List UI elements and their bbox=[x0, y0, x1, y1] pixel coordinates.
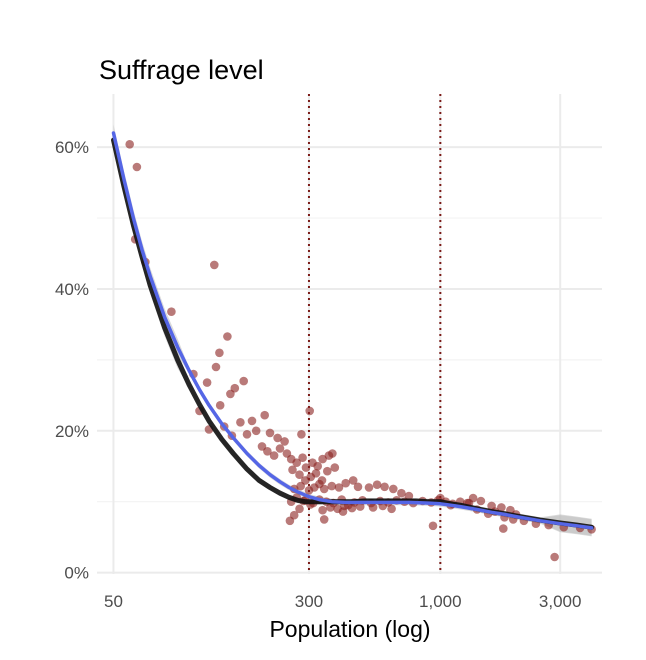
trend-ribbon bbox=[113, 124, 592, 537]
scatter-point bbox=[288, 465, 297, 475]
scatter-point bbox=[251, 426, 261, 436]
scatter-point bbox=[239, 376, 248, 386]
scatter-point bbox=[338, 507, 348, 516]
scatter-point bbox=[289, 510, 299, 520]
scatter-point bbox=[397, 488, 406, 498]
scatter-point bbox=[313, 461, 323, 471]
scatter-point bbox=[132, 162, 142, 172]
y-tick-label: 60% bbox=[55, 138, 89, 157]
scatter-point bbox=[301, 463, 311, 472]
scatter-point bbox=[327, 481, 337, 491]
scatter-point bbox=[389, 484, 398, 494]
scatter-point bbox=[487, 501, 496, 511]
trend-ribbon bbox=[113, 131, 592, 536]
trend-line-black bbox=[111, 137, 595, 530]
scatter-point bbox=[355, 502, 365, 511]
scatter-point bbox=[341, 478, 351, 488]
scatter-point bbox=[326, 503, 335, 512]
scatter-point bbox=[348, 476, 358, 485]
scatter-point bbox=[318, 505, 327, 515]
scatter-point bbox=[167, 307, 176, 317]
scatter-point bbox=[292, 458, 302, 468]
scatter-point bbox=[295, 470, 304, 480]
scatter-point bbox=[273, 433, 282, 443]
scatter-point bbox=[319, 484, 329, 494]
scatter-point bbox=[497, 503, 506, 512]
scatter-point bbox=[296, 481, 306, 491]
scatter-point bbox=[265, 428, 275, 438]
scatter-point bbox=[263, 447, 272, 456]
scatter-point bbox=[311, 469, 321, 478]
scatter-point bbox=[319, 515, 329, 524]
scatter-point bbox=[364, 483, 374, 492]
scatter-point bbox=[247, 416, 257, 426]
scatter-point bbox=[260, 410, 270, 420]
y-tick-label: 0% bbox=[64, 564, 89, 583]
scatter-point bbox=[223, 332, 232, 341]
scatter-point bbox=[295, 504, 304, 514]
scatter-point bbox=[428, 521, 438, 531]
y-tick-label: 20% bbox=[55, 422, 89, 441]
scatter-point bbox=[550, 552, 559, 562]
trend-lines bbox=[111, 131, 595, 530]
scatter-point bbox=[347, 503, 357, 513]
scatter-point bbox=[280, 437, 289, 446]
x-tick-label: 3,000 bbox=[539, 592, 582, 611]
scatter-point bbox=[269, 451, 279, 460]
scatter-point bbox=[298, 453, 307, 463]
scatter-point bbox=[387, 504, 396, 514]
scatter-point bbox=[476, 496, 486, 506]
scatter-point bbox=[210, 260, 219, 270]
scatter-point bbox=[305, 406, 315, 416]
scatter-point bbox=[334, 483, 344, 492]
scatter-point bbox=[211, 362, 221, 372]
scatter-point bbox=[368, 503, 378, 512]
scatter-points bbox=[125, 140, 596, 562]
scatter-point bbox=[330, 463, 340, 472]
scatter-point bbox=[242, 430, 252, 439]
scatter-point bbox=[215, 401, 225, 410]
x-tick-label: 300 bbox=[295, 592, 323, 611]
scatter-point bbox=[297, 430, 306, 439]
scatter-point bbox=[353, 482, 363, 492]
scatter-point bbox=[318, 454, 327, 464]
trend-line-blue bbox=[111, 131, 594, 530]
x-tick-label: 1,000 bbox=[419, 592, 462, 611]
scatter-point bbox=[468, 493, 478, 503]
scatter-point bbox=[236, 418, 245, 427]
scatter-point bbox=[323, 466, 332, 476]
x-axis-ticks: 50 300 1,000 3,000 bbox=[104, 592, 581, 611]
scatter-point bbox=[275, 444, 285, 453]
scatter-point bbox=[372, 480, 382, 490]
x-axis-label: Population (log) bbox=[269, 616, 430, 642]
scatter-point bbox=[226, 389, 235, 399]
trend-ribbons bbox=[113, 124, 592, 537]
scatter-point bbox=[202, 378, 212, 387]
chart-title: Suffrage level bbox=[99, 55, 264, 85]
y-tick-label: 40% bbox=[55, 280, 89, 299]
scatter-point bbox=[380, 482, 389, 492]
scatter-point bbox=[328, 449, 337, 458]
x-tick-label: 50 bbox=[104, 592, 123, 611]
y-axis-ticks: 0% 20% 40% 60% bbox=[55, 138, 89, 582]
scatter-point bbox=[125, 140, 134, 149]
scatter-point bbox=[215, 348, 224, 358]
reference-lines bbox=[307, 94, 442, 574]
scatter-point bbox=[499, 524, 508, 533]
